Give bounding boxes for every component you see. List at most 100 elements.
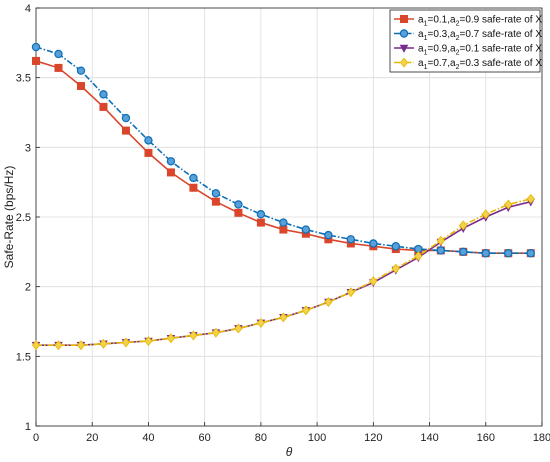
data-point — [121, 113, 131, 123]
legend-text-part: 0.9 — [433, 44, 447, 55]
x-tick-label: 100 — [308, 432, 326, 444]
series-4 — [31, 193, 535, 351]
legend-marker — [399, 29, 409, 38]
data-point — [99, 102, 108, 111]
legend-entry: a1=0.1,a2=0.9 safe-rate of X — [394, 15, 542, 28]
series-layer — [31, 42, 536, 351]
legend-text-part: a — [418, 58, 424, 69]
x-axis-ticks: 0 20 40 60 80 100 120 140 160 180 — [33, 422, 550, 444]
legend-text-part: , — [447, 44, 450, 55]
legend-text-part: a — [450, 58, 456, 69]
data-point — [346, 235, 356, 244]
legend-text-part: 0.9 — [465, 15, 479, 26]
data-point — [31, 42, 41, 52]
data-point — [234, 323, 243, 334]
data-point — [76, 82, 85, 91]
data-point — [166, 333, 176, 344]
x-tick-label: 0 — [33, 432, 39, 444]
y-tick-label: 3 — [25, 142, 31, 154]
legend-text-part: a — [450, 15, 456, 26]
data-point — [459, 247, 468, 257]
data-point — [324, 297, 333, 307]
legend-text-part: 0.3 — [433, 29, 447, 40]
x-tick-label: 140 — [420, 432, 438, 444]
legend-text-part: 0.7 — [433, 58, 447, 69]
legend-marker — [399, 57, 409, 68]
data-point — [54, 49, 63, 59]
legend: a1=0.1,a2=0.9 safe-rate of Xa1=0.3,a2=0.… — [389, 9, 542, 73]
data-point — [504, 249, 513, 258]
data-point — [211, 327, 221, 338]
data-point — [481, 249, 490, 258]
legend-entry: a1=0.9,a2=0.1 safe-rate of X — [394, 44, 542, 57]
legend-text-part: a — [450, 44, 456, 55]
x-tick-label: 20 — [86, 432, 98, 444]
data-point — [211, 189, 221, 198]
data-point — [369, 276, 378, 287]
data-point — [279, 225, 288, 234]
legend-subscript: 2 — [456, 64, 460, 71]
x-axis-label: θ — [286, 445, 293, 459]
x-tick-label: 40 — [142, 432, 154, 444]
data-point — [234, 208, 243, 217]
data-point — [526, 249, 535, 258]
data-point — [481, 209, 490, 220]
data-point — [279, 312, 288, 323]
data-point — [459, 220, 468, 231]
legend-entry: a1=0.7,a2=0.3 safe-rate of X — [394, 57, 542, 71]
data-point — [391, 263, 400, 274]
legend-subscript: 2 — [456, 35, 460, 42]
legend-label: a1=0.9,a2=0.1 safe-rate of X — [418, 44, 542, 57]
legend-label: a1=0.1,a2=0.9 safe-rate of X — [418, 15, 542, 28]
legend-text-part: = — [459, 15, 465, 26]
legend-text-part: 0.1 — [465, 44, 479, 55]
data-point — [256, 218, 265, 227]
legend-text-part: safe-rate of X — [479, 15, 542, 26]
data-point — [32, 56, 41, 65]
data-point — [99, 338, 108, 349]
legend-text-part: a — [418, 44, 424, 55]
data-point — [391, 242, 401, 251]
legend-text-part: = — [459, 44, 465, 55]
legend-text-part: = — [459, 29, 465, 40]
x-tick-label: 160 — [477, 432, 495, 444]
data-point — [301, 305, 310, 316]
data-point — [166, 157, 176, 166]
legend-text-part: = — [427, 58, 433, 69]
y-tick-label: 3.5 — [16, 73, 31, 85]
legend-label: a1=0.3,a2=0.7 safe-rate of X — [418, 29, 542, 42]
data-point — [256, 210, 266, 219]
legend-marker — [399, 44, 409, 53]
data-point — [234, 200, 243, 209]
data-point — [436, 246, 445, 255]
data-point — [166, 168, 175, 177]
legend-text-part: a — [450, 29, 456, 40]
x-tick-label: 60 — [199, 432, 211, 444]
legend-subscript: 2 — [456, 21, 460, 28]
data-point — [54, 340, 63, 351]
legend-text-part: = — [427, 15, 433, 26]
legend-text-part: = — [459, 58, 465, 69]
data-point — [414, 251, 423, 261]
data-point — [76, 340, 86, 351]
data-point — [144, 336, 153, 346]
legend-box — [389, 9, 541, 73]
y-axis-ticks: 1 1.5 2 2.5 3 3.5 4 — [16, 3, 40, 433]
data-point — [324, 230, 333, 240]
data-point — [211, 197, 220, 206]
data-point — [76, 66, 86, 75]
legend-subscript: 1 — [424, 64, 428, 71]
data-point — [144, 136, 153, 145]
y-tick-label: 1 — [25, 421, 31, 433]
legend-text-part: safe-rate of X — [479, 58, 542, 69]
data-point — [346, 287, 355, 298]
legend-text-part: , — [447, 29, 450, 40]
data-point — [144, 148, 153, 157]
data-point — [189, 173, 198, 183]
legend-text-part: , — [447, 58, 450, 69]
data-point — [189, 330, 198, 341]
data-point — [256, 317, 266, 328]
series-2 — [31, 42, 535, 258]
legend-text-part: = — [427, 29, 433, 40]
